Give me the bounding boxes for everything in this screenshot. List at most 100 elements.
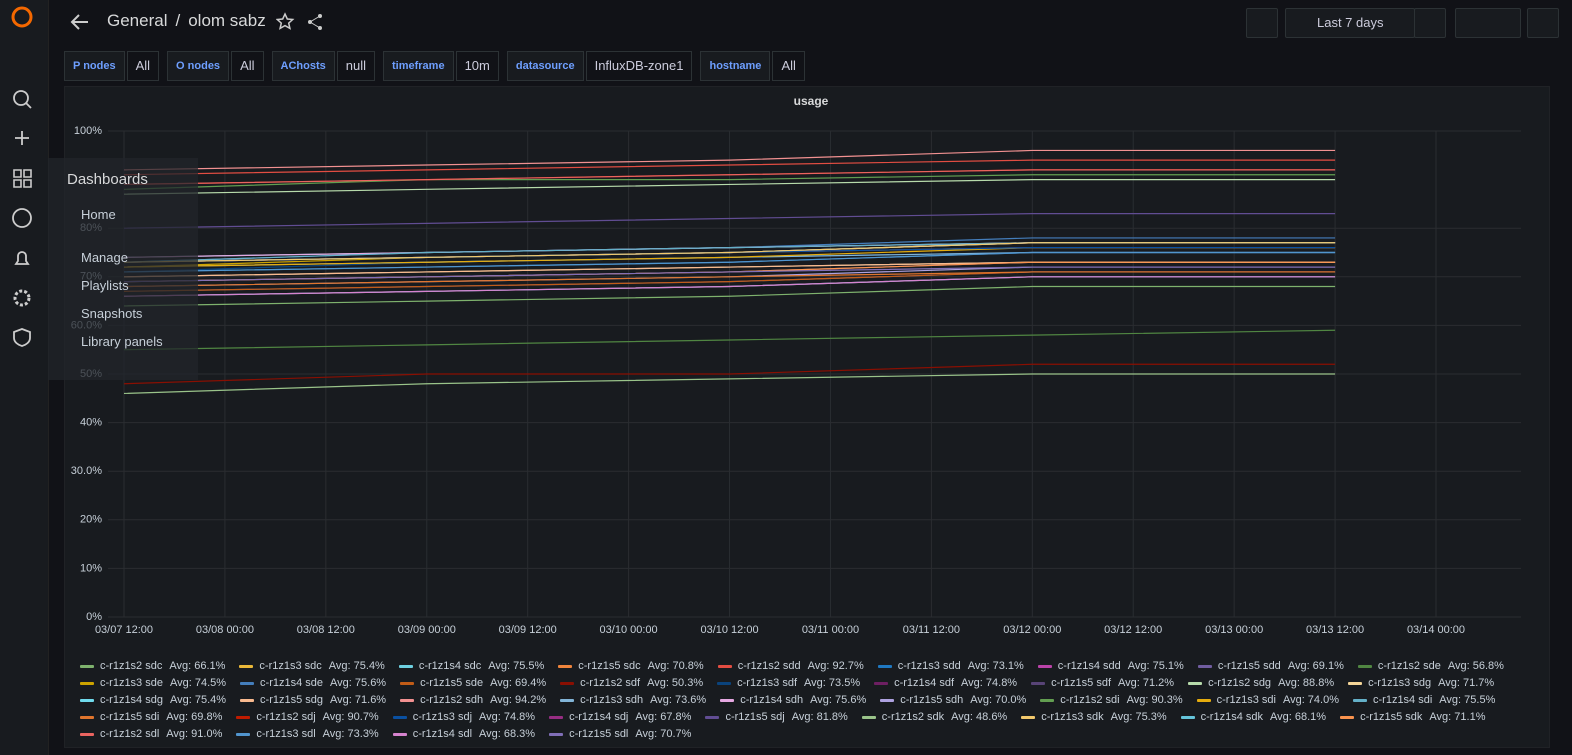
legend-item[interactable]: c-r1z1s4 sdfAvg: 74.8%: [874, 676, 1017, 690]
legend-name: c-r1z1s4 sdl: [413, 728, 472, 740]
menu-item[interactable]: Library panels: [81, 334, 163, 349]
legend-swatch: [874, 682, 888, 685]
legend-item[interactable]: c-r1z1s5 sdhAvg: 70.0%: [880, 693, 1026, 707]
legend-item[interactable]: c-r1z1s3 sdkAvg: 75.3%: [1021, 710, 1166, 724]
legend-item[interactable]: c-r1z1s4 sdcAvg: 75.5%: [399, 659, 544, 673]
legend-item[interactable]: c-r1z1s3 sdi Avg: 74.0%: [1197, 693, 1339, 707]
legend-stat: Avg: 69.4%: [490, 677, 546, 689]
legend-item[interactable]: c-r1z1s5 sdjAvg: 81.8%: [705, 710, 847, 724]
legend-swatch: [717, 682, 731, 685]
legend-stat: Avg: 70.0%: [970, 694, 1026, 706]
legend-item[interactable]: c-r1z1s2 sdgAvg: 88.8%: [1188, 676, 1334, 690]
legend-stat: Avg: 73.1%: [968, 660, 1024, 672]
y-tick-label: 0%: [86, 611, 102, 623]
legend-item[interactable]: c-r1z1s5 sdgAvg: 71.6%: [240, 693, 386, 707]
legend-swatch: [878, 665, 892, 668]
legend-name: c-r1z1s3 sde: [100, 677, 163, 689]
legend-stat: Avg: 75.1%: [1128, 660, 1184, 672]
x-tick-label: 03/10 00:00: [600, 624, 658, 636]
legend-swatch: [240, 699, 254, 702]
legend-stat: Avg: 71.6%: [330, 694, 386, 706]
legend-swatch: [1197, 699, 1211, 702]
legend-name: c-r1z1s3 sdi: [1217, 694, 1276, 706]
legend-swatch: [1340, 716, 1354, 719]
legend-item[interactable]: c-r1z1s5 sdiAvg: 69.8%: [80, 710, 222, 724]
legend-item[interactable]: c-r1z1s2 sdkAvg: 48.6%: [862, 710, 1007, 724]
legend-item[interactable]: c-r1z1s4 sdgAvg: 75.4%: [80, 693, 226, 707]
legend-stat: Avg: 73.3%: [323, 728, 379, 740]
y-tick-label: 10%: [80, 562, 102, 574]
menu-item[interactable]: Manage: [81, 250, 128, 265]
x-tick-label: 03/14 00:00: [1407, 624, 1465, 636]
legend-stat: Avg: 75.4%: [170, 694, 226, 706]
legend-name: c-r1z1s3 sdk: [1041, 711, 1103, 723]
legend-swatch: [80, 716, 94, 719]
legend-swatch: [399, 665, 413, 668]
menu-item[interactable]: Home: [81, 207, 116, 222]
legend-swatch: [718, 665, 732, 668]
nav-menu: Dashboards Home Manage Playlists Snapshots Li…: [48, 158, 198, 380]
legend-item[interactable]: c-r1z1s2 sdeAvg: 56.8%: [1358, 659, 1504, 673]
legend-swatch: [236, 716, 250, 719]
legend-item[interactable]: c-r1z1s4 sdkAvg: 68.1%: [1181, 710, 1326, 724]
legend-stat: Avg: 74.8%: [961, 677, 1017, 689]
legend-item[interactable]: c-r1z1s4 sdhAvg: 75.6%: [720, 693, 866, 707]
legend-stat: Avg: 73.6%: [650, 694, 706, 706]
legend-name: c-r1z1s5 sdl: [569, 728, 628, 740]
legend-item[interactable]: c-r1z1s2 sdlAvg: 91.0%: [80, 727, 222, 741]
legend-swatch: [1040, 699, 1054, 702]
legend-stat: Avg: 69.8%: [166, 711, 222, 723]
legend-item[interactable]: c-r1z1s5 sde Avg: 69.4%: [400, 676, 546, 690]
x-tick-label: 03/08 12:00: [297, 624, 355, 636]
legend-item[interactable]: c-r1z1s5 sdf Avg: 71.2%: [1031, 676, 1174, 690]
legend-name: c-r1z1s5 sdf: [1051, 677, 1111, 689]
legend-item[interactable]: c-r1z1s5 sdkAvg: 71.1%: [1340, 710, 1485, 724]
menu-title[interactable]: Dashboards: [67, 171, 148, 188]
legend-item[interactable]: c-r1z1s3 sdgAvg: 71.7%: [1348, 676, 1494, 690]
legend-name: c-r1z1s3 sdg: [1368, 677, 1431, 689]
legend-name: c-r1z1s3 sdj: [413, 711, 472, 723]
legend-stat: Avg: 71.2%: [1118, 677, 1174, 689]
legend-item[interactable]: c-r1z1s3 sdlAvg: 73.3%: [236, 727, 378, 741]
legend-item[interactable]: c-r1z1s2 sdfAvg: 50.3%: [560, 676, 703, 690]
menu-item[interactable]: Snapshots: [81, 306, 142, 321]
legend-item[interactable]: c-r1z1s4 sdjAvg: 67.8%: [549, 710, 691, 724]
legend-item[interactable]: c-r1z1s4 sdi Avg: 75.5%: [1353, 693, 1495, 707]
y-tick-label: 40%: [80, 417, 102, 429]
legend-swatch: [880, 699, 894, 702]
legend-item[interactable]: c-r1z1s4 sdeAvg: 75.6%: [240, 676, 386, 690]
legend-item[interactable]: c-r1z1s2 sdiAvg: 90.3%: [1040, 693, 1182, 707]
x-tick-label: 03/09 12:00: [499, 624, 557, 636]
legend-item[interactable]: c-r1z1s2 sdjAvg: 90.7%: [236, 710, 378, 724]
legend-item[interactable]: c-r1z1s2 sdcAvg: 66.1%: [80, 659, 225, 673]
legend-name: c-r1z1s3 sdh: [580, 694, 643, 706]
legend-swatch: [80, 682, 94, 685]
legend-item[interactable]: c-r1z1s2 sdhAvg: 94.2%: [400, 693, 546, 707]
legend-item[interactable]: c-r1z1s2 sddAvg: 92.7%: [718, 659, 864, 673]
legend-name: c-r1z1s5 sdj: [725, 711, 784, 723]
legend-item[interactable]: c-r1z1s5 sddAvg: 69.1%: [1198, 659, 1344, 673]
legend-stat: Avg: 75.4%: [329, 660, 385, 672]
legend-swatch: [240, 682, 254, 685]
legend-stat: Avg: 70.7%: [635, 728, 691, 740]
menu-item[interactable]: Playlists: [81, 278, 129, 293]
legend-item[interactable]: c-r1z1s5 sdl Avg: 70.7%: [549, 727, 691, 741]
legend-item[interactable]: c-r1z1s3 sdfAvg: 73.5%: [717, 676, 860, 690]
legend-swatch: [80, 699, 94, 702]
legend-name: c-r1z1s4 sdi: [1373, 694, 1432, 706]
legend-item[interactable]: c-r1z1s4 sddAvg: 75.1%: [1038, 659, 1184, 673]
legend-name: c-r1z1s5 sde: [420, 677, 483, 689]
legend-item[interactable]: c-r1z1s3 sde Avg: 74.5%: [80, 676, 226, 690]
legend-item[interactable]: c-r1z1s3 sdjAvg: 74.8%: [393, 710, 535, 724]
legend-stat: Avg: 74.5%: [170, 677, 226, 689]
legend-name: c-r1z1s2 sdj: [256, 711, 315, 723]
legend-stat: Avg: 74.0%: [1283, 694, 1339, 706]
legend-item[interactable]: c-r1z1s5 sdcAvg: 70.8%: [558, 659, 703, 673]
legend-item[interactable]: c-r1z1s4 sdlAvg: 68.3%: [393, 727, 535, 741]
legend-stat: Avg: 75.5%: [1439, 694, 1495, 706]
legend-item[interactable]: c-r1z1s3 sdcAvg: 75.4%: [239, 659, 384, 673]
legend-item[interactable]: c-r1z1s3 sddAvg: 73.1%: [878, 659, 1024, 673]
x-tick-label: 03/13 00:00: [1205, 624, 1263, 636]
legend-item[interactable]: c-r1z1s3 sdh Avg: 73.6%: [560, 693, 706, 707]
